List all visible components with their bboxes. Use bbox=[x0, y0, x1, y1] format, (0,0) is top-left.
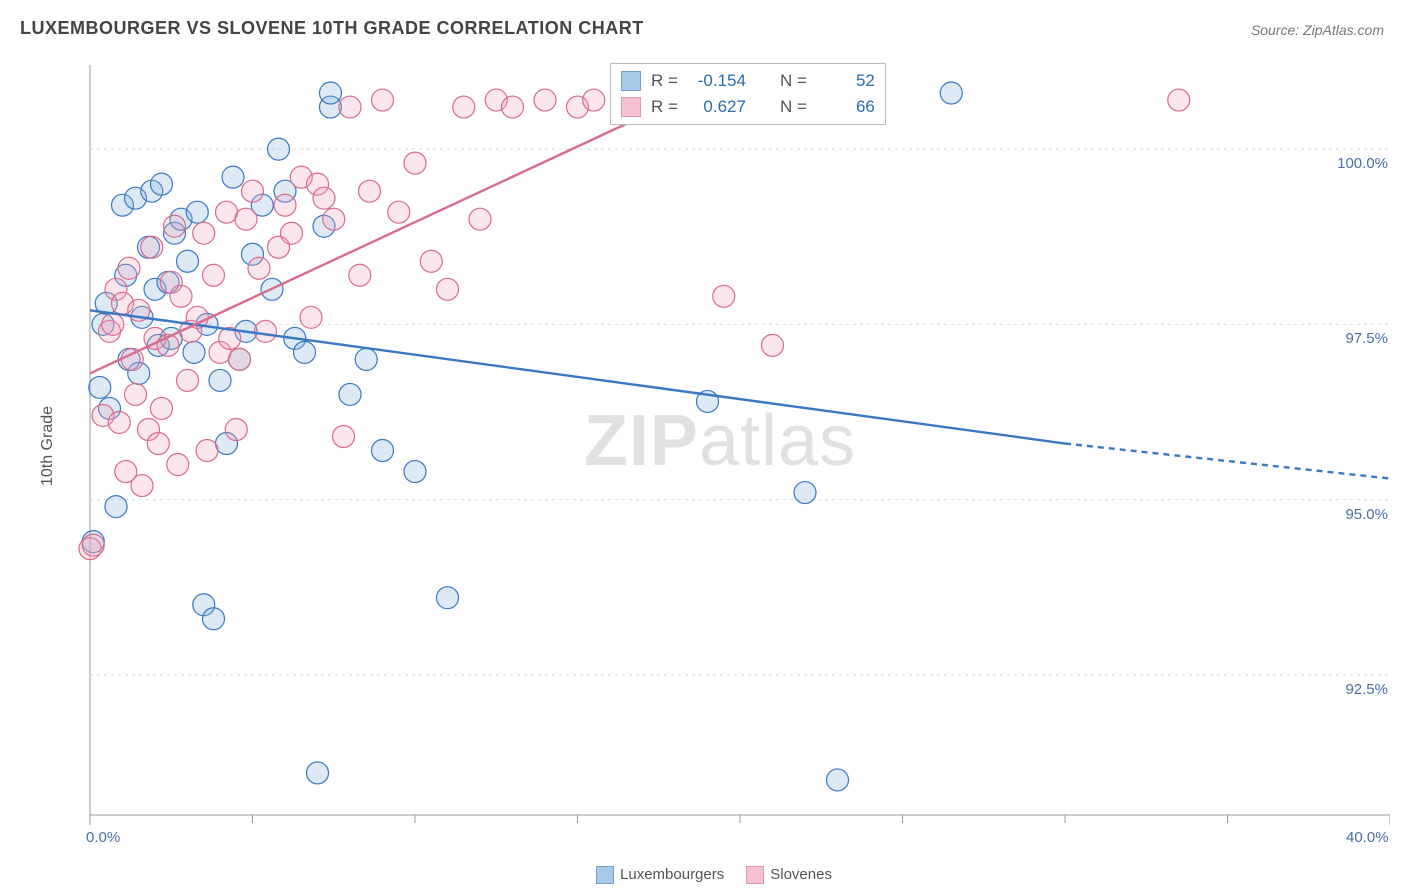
legend-label: Luxembourgers bbox=[620, 866, 724, 883]
series-swatch bbox=[621, 97, 641, 117]
series-legend: Luxembourgers Slovenes bbox=[0, 866, 1406, 884]
y-tick-label: 100.0% bbox=[1337, 155, 1388, 172]
x-tick-label: 40.0% bbox=[1346, 829, 1389, 846]
n-value: 52 bbox=[817, 71, 875, 91]
scatter-plot-svg bbox=[50, 55, 1390, 835]
y-tick-label: 92.5% bbox=[1345, 681, 1388, 698]
chart-title: LUXEMBOURGER VS SLOVENE 10TH GRADE CORRE… bbox=[20, 18, 644, 39]
y-tick-label: 95.0% bbox=[1345, 506, 1388, 523]
plot-area-wrapper: ZIPatlas R =-0.154N =52R =0.627N =66 bbox=[50, 55, 1390, 835]
source-attribution: Source: ZipAtlas.com bbox=[1251, 22, 1384, 38]
stats-row: R = -0.154 N = 52 bbox=[621, 68, 875, 94]
chart-container: LUXEMBOURGER VS SLOVENE 10TH GRADE CORRE… bbox=[0, 0, 1406, 892]
r-label: R = bbox=[651, 97, 678, 117]
r-value: 0.627 bbox=[688, 97, 746, 117]
legend-swatch bbox=[746, 866, 764, 884]
n-label: N = bbox=[780, 97, 807, 117]
legend-label: Slovenes bbox=[770, 866, 832, 883]
r-value: -0.154 bbox=[688, 71, 746, 91]
series-swatch bbox=[621, 71, 641, 91]
source-value: ZipAtlas.com bbox=[1303, 22, 1384, 38]
legend-swatch bbox=[596, 866, 614, 884]
stats-row: R = 0.627 N = 66 bbox=[621, 94, 875, 120]
n-label: N = bbox=[780, 71, 807, 91]
n-value: 66 bbox=[817, 97, 875, 117]
source-label: Source: bbox=[1251, 22, 1303, 38]
x-tick-label: 0.0% bbox=[86, 829, 120, 846]
r-label: R = bbox=[651, 71, 678, 91]
y-tick-label: 97.5% bbox=[1345, 330, 1388, 347]
stats-box: R = -0.154 N = 52 R = 0.627 N = 66 bbox=[610, 63, 886, 125]
